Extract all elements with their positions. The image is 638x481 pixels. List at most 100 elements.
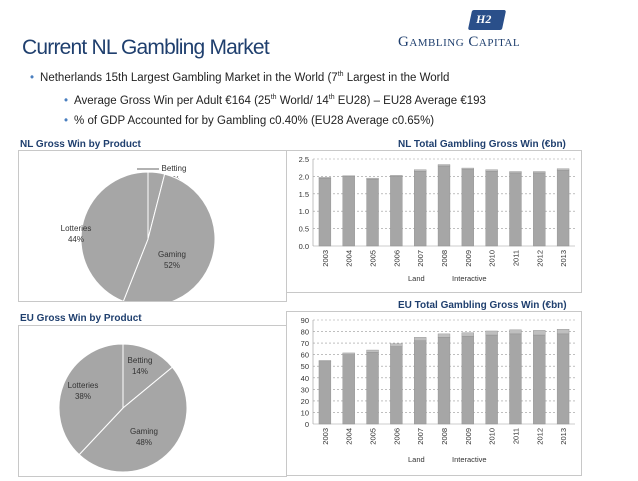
eu-pie-value-lotteries: 38% (75, 392, 91, 401)
nl-bar-xtick-label: 2004 (345, 250, 354, 267)
nl-bar-ytick-label: 0.0 (299, 242, 309, 251)
nl-pie-label-lotteries: Lotteries (61, 224, 92, 233)
nl-pie-title: NL Gross Win by Product (20, 139, 141, 150)
nl-bar-bar-land-2008 (437, 165, 451, 247)
nl-bar-ytick-label: 1.0 (299, 207, 309, 216)
eu-bar-xtick-label: 2006 (392, 428, 401, 445)
eu-pie-value-betting: 14% (132, 367, 148, 376)
eu-pie-chart: Betting 14% Gaming 48% Lotteries 38% (58, 343, 188, 473)
nl-bar-bar-interactive-2007 (414, 169, 427, 172)
nl-bar-ytick-label: 1.5 (299, 190, 309, 199)
nl-bar-ytick-label: 2.5 (299, 155, 309, 164)
nl-bar-xtick-label: 2007 (416, 250, 425, 267)
nl-bar-legend-interactive: Interactive (452, 274, 487, 283)
nl-bar-bar-land-2009 (461, 169, 474, 247)
eu-bar-xtick-label: 2008 (440, 428, 449, 445)
nl-bar-bar-interactive-2003 (318, 177, 332, 179)
eu-bar-bar-land-2009 (461, 335, 474, 425)
eu-pie-label-lotteries: Lotteries (68, 381, 99, 390)
eu-bar-bar-interactive-2005 (366, 349, 379, 353)
eu-bar-bar-interactive-2006 (390, 343, 403, 347)
bullet-text: Average Gross Win per Adult €164 (25 (74, 94, 271, 107)
bullet-text: EU28) – EU28 Average €193 (334, 94, 486, 107)
eu-bar-ytick-label: 70 (301, 339, 309, 348)
bullet-market-rank: • Netherlands 15th Largest Gambling Marke… (30, 71, 449, 84)
eu-bar-xtick-label: 2009 (464, 428, 473, 445)
eu-bar-bar-land-2012 (533, 334, 546, 425)
eu-pie-label-gaming: Gaming (130, 427, 158, 436)
company-logo: H2 Gambling Capital (398, 6, 566, 52)
eu-bar-bar-land-2006 (390, 346, 403, 425)
eu-bar-bar-land-2005 (366, 352, 379, 425)
nl-pie-value-gaming: 52% (164, 261, 180, 270)
eu-bar-xtick-label: 2012 (535, 428, 544, 445)
nl-bar-bar-interactive-2010 (485, 169, 498, 172)
nl-bar-bar-interactive-2013 (556, 168, 570, 171)
bullet-text: World/ 14 (276, 94, 329, 107)
eu-bar-ytick-label: 40 (301, 374, 309, 383)
nl-bar-xtick-label: 2013 (559, 250, 568, 267)
nl-bar-bar-interactive-2008 (437, 164, 451, 167)
nl-pie-slice-lotteries (80, 171, 149, 302)
bullet-text: % of GDP Accounted for by Gambling c0.40… (74, 115, 435, 127)
bullet-text: Largest in the World (343, 71, 450, 84)
eu-bar-ytick-label: 50 (301, 362, 309, 371)
eu-bar-xtick-label: 2003 (321, 428, 330, 445)
eu-bar-ytick-label: 10 (301, 408, 309, 417)
nl-bar-xtick-label: 2005 (369, 250, 378, 267)
eu-pie-slice-betting (122, 343, 174, 410)
bullet-sup: th (328, 94, 335, 101)
eu-bar-bar-interactive-2009 (461, 332, 474, 337)
eu-bar-bar-land-2007 (414, 340, 427, 425)
nl-bar-xtick-label: 2012 (535, 250, 544, 267)
nl-bar-xtick-label: 2011 (511, 250, 520, 266)
nl-bar-xtick-label: 2006 (392, 250, 401, 267)
bullet-sup: th (270, 94, 277, 101)
nl-bar-bar-interactive-2006 (390, 175, 403, 177)
bullet-gross-win-per-adult: • Average Gross Win per Adult €164 (25th … (64, 94, 486, 107)
nl-bar-bar-interactive-2012 (533, 171, 546, 174)
eu-pie-slice-gaming (78, 366, 188, 473)
nl-bar-legend-land: Land (408, 274, 425, 283)
nl-bar-ytick-label: 0.5 (299, 225, 309, 234)
nl-bar-chart: 0.0 0.5 1.0 1.5 2.0 2.5 2003 2004 2005 2006 2007 20… (299, 155, 575, 283)
eu-bar-bar-interactive-2011 (509, 329, 522, 335)
eu-bar-bar-land-2011 (509, 333, 522, 425)
eu-pie-title: EU Gross Win by Product (20, 313, 142, 324)
eu-bar-xtick-label: 2013 (559, 428, 568, 445)
bullet-text: Netherlands 15th Largest Gambling Market… (40, 71, 338, 84)
eu-bar-bar-interactive-2008 (437, 333, 451, 338)
eu-bar-chart: 0 10 20 30 40 50 60 70 80 90 2003 2004 2005 2006 2007 2… (301, 316, 575, 464)
nl-bar-bar-land-2007 (414, 170, 427, 247)
eu-pie-panel: Betting 14% Gaming 48% Lotteries 38% (18, 325, 287, 477)
nl-pie-value-lotteries: 44% (68, 235, 84, 244)
nl-bar-ytick-label: 2.0 (299, 172, 309, 181)
bullet-sup: th (337, 71, 344, 78)
nl-bar-xtick-label: 2010 (488, 250, 497, 267)
nl-bar-xtick-label: 2008 (440, 250, 449, 267)
nl-bar-bar-land-2003 (318, 177, 332, 247)
nl-bar-bar-land-2012 (533, 172, 546, 247)
eu-bar-bar-land-2010 (485, 334, 498, 425)
nl-bar-title: NL Total Gambling Gross Win (€bn) (398, 139, 566, 150)
nl-bar-bar-interactive-2004 (342, 175, 355, 177)
eu-bar-bar-interactive-2013 (556, 329, 570, 335)
bullet-dot-icon: • (30, 71, 35, 84)
eu-bar-xtick-label: 2005 (369, 428, 378, 445)
eu-bar-ytick-label: 90 (301, 316, 309, 325)
nl-bar-bar-land-2004 (342, 176, 355, 247)
eu-bar-ytick-label: 60 (301, 351, 309, 360)
logo-text: Gambling Capital (398, 34, 521, 50)
eu-bar-bar-interactive-2003 (318, 360, 332, 362)
nl-pie-label-gaming: Gaming (158, 250, 186, 259)
eu-bar-bar-interactive-2010 (485, 330, 498, 336)
eu-bar-ytick-label: 20 (301, 397, 309, 406)
nl-bar-bar-land-2006 (390, 176, 403, 247)
eu-pie-slice-lotteries (58, 343, 124, 456)
eu-bar-ytick-label: 30 (301, 385, 309, 394)
eu-pie-value-gaming: 48% (136, 438, 152, 447)
nl-bar-xtick-label: 2009 (464, 250, 473, 267)
eu-bar-xtick-label: 2011 (511, 428, 520, 444)
